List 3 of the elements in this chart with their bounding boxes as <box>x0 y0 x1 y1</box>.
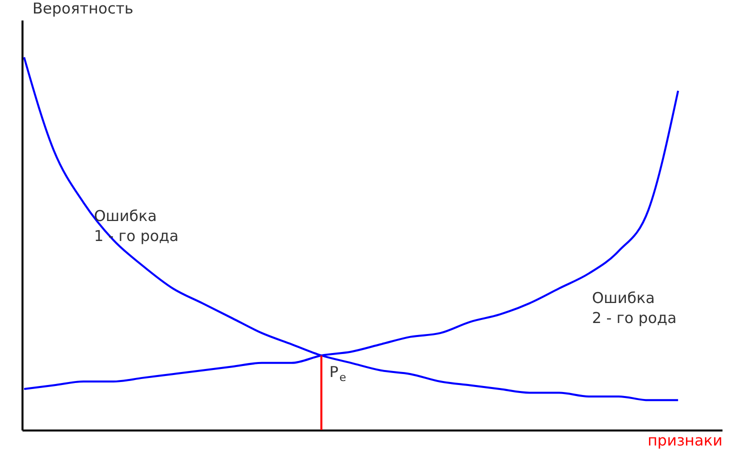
annotation: Ошибка 2 - го рода <box>592 289 677 327</box>
x-axis-title: признаки <box>648 432 722 450</box>
y-axis-title: Вероятность <box>32 0 134 18</box>
